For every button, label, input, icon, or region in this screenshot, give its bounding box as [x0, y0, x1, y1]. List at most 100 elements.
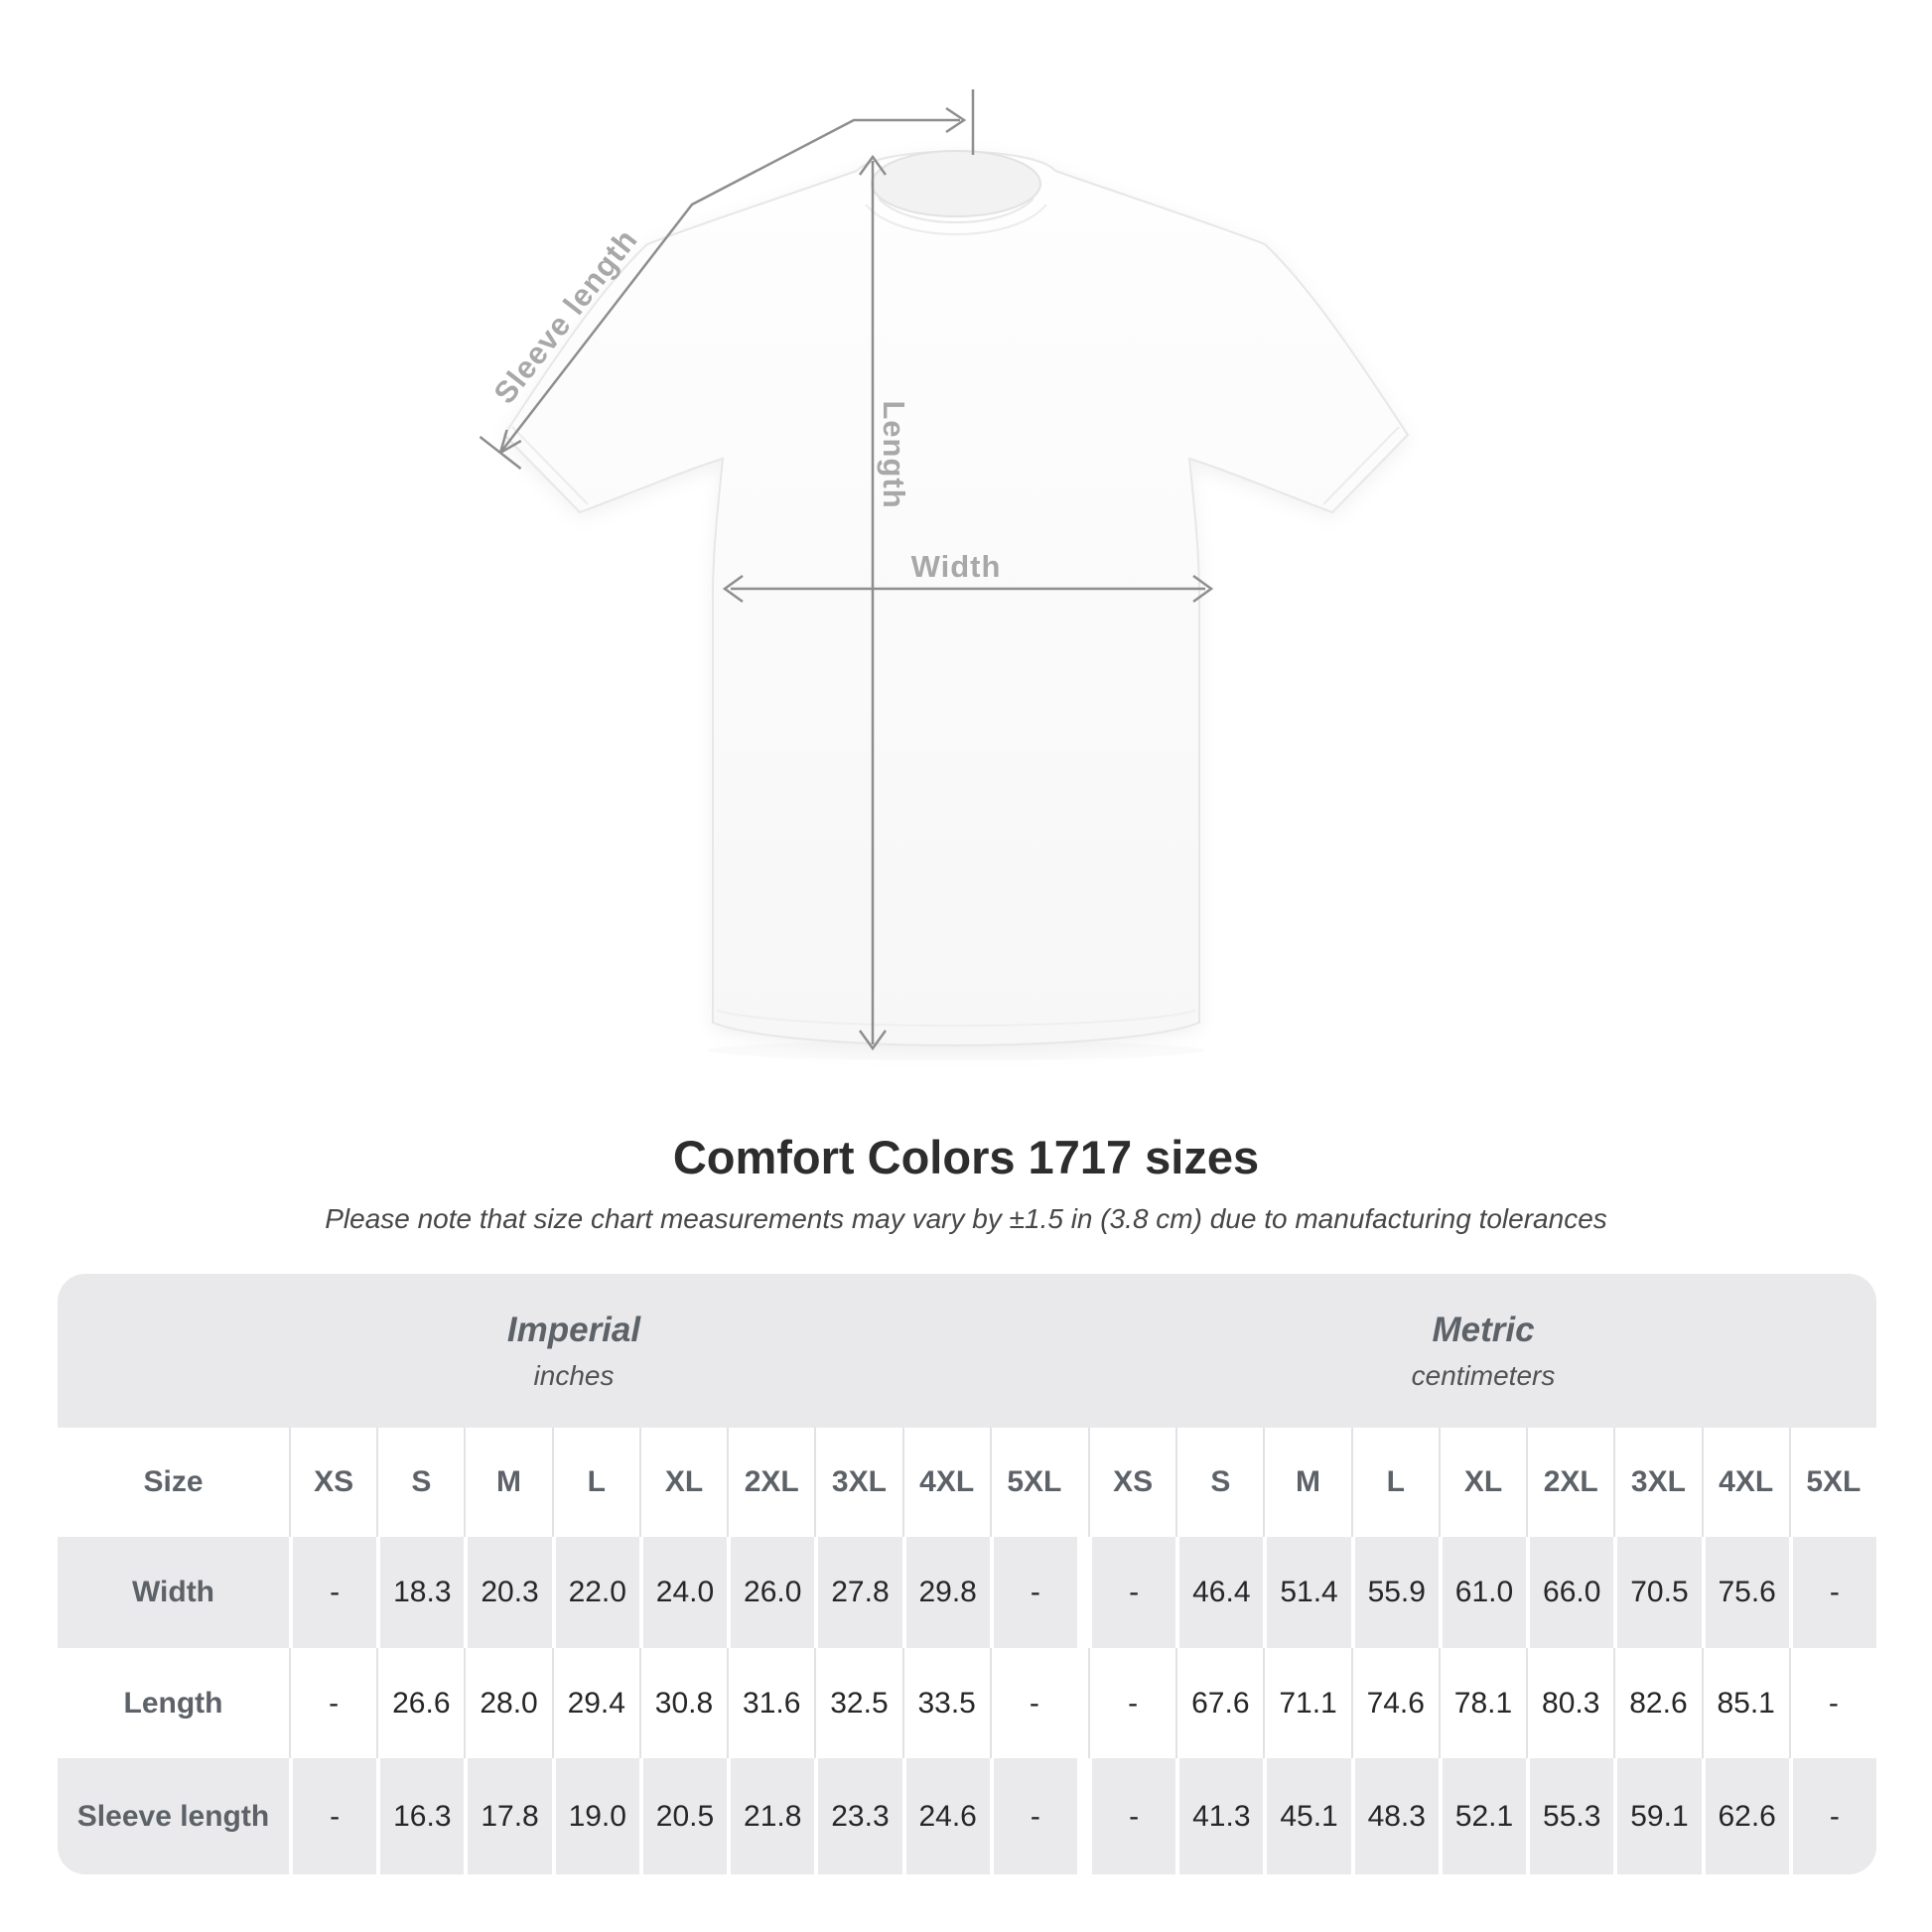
table-row-sleeve-length: Sleeve length -16.3 17.8 19.0 20.5 21.8 23.3 24…: [58, 1758, 1876, 1874]
size-header-metric-xl: XL: [1438, 1428, 1526, 1537]
size-header-metric-5xl: 5XL: [1788, 1428, 1876, 1537]
value-cell: 24.0: [638, 1537, 728, 1648]
unit-band: Imperial inches Metric centimeters: [58, 1274, 1876, 1428]
half-gap: [1077, 1428, 1088, 1537]
page-title: Comfort Colors 1717 sizes: [672, 1131, 1260, 1183]
width-arrowhead-right: [1192, 574, 1214, 604]
value-cell: 45.1: [1263, 1758, 1351, 1874]
imperial-unit: inches: [533, 1359, 615, 1391]
value-cell: 67.6: [1175, 1648, 1264, 1758]
tshirt-collar-rib: [878, 198, 1035, 223]
size-header-imperial-m: M: [464, 1428, 551, 1537]
tshirt-right-cuff-seam: [1322, 426, 1400, 505]
value-cell: 31.6: [727, 1648, 815, 1758]
value-cell: 21.8: [727, 1758, 815, 1874]
value-cell: -: [989, 1537, 1077, 1648]
value-cell: 85.1: [1701, 1648, 1789, 1758]
value-cell: 74.6: [1350, 1648, 1439, 1758]
value-cell: 24.6: [901, 1758, 990, 1874]
tshirt-illustration: [502, 150, 1410, 1047]
size-header-imperial-3xl: 3XL: [814, 1428, 901, 1537]
value-cell: -: [289, 1758, 377, 1874]
tshirt-left-cuff-seam: [511, 426, 589, 505]
sleeve-length-cuff-tick: [479, 436, 522, 470]
table-row-width: Width -18.3 20.3 22.0 24.0 26.0 27.8 29.8- -46.4…: [58, 1537, 1876, 1648]
value-cell: 18.3: [376, 1537, 465, 1648]
half-gap: [1076, 1758, 1088, 1874]
value-cell: -: [1788, 1648, 1876, 1758]
size-table: Imperial inches Metric centimeters Size …: [58, 1274, 1876, 1874]
value-cell: -: [1087, 1758, 1176, 1874]
value-cell: 16.3: [376, 1758, 465, 1874]
value-cell: 26.0: [727, 1537, 815, 1648]
table-row-length: Length -26.6 28.0 29.4 30.8 31.6 32.5 33.5- -67.…: [58, 1648, 1876, 1758]
value-cell: 26.6: [376, 1648, 465, 1758]
table-body: Width -18.3 20.3 22.0 24.0 26.0 27.8 29.8- -46.4…: [58, 1537, 1876, 1874]
half-gap: [1076, 1537, 1088, 1648]
sleeve-length-arrowhead-right: [945, 106, 967, 134]
value-cell: -: [989, 1648, 1077, 1758]
value-cell: -: [1788, 1537, 1876, 1648]
value-cell: 29.8: [901, 1537, 990, 1648]
size-header-imperial-4xl: 4XL: [901, 1428, 990, 1537]
width-arrowhead-left: [722, 574, 744, 604]
width-measure: Width: [722, 549, 1214, 604]
value-cell: 55.9: [1350, 1537, 1439, 1648]
value-cell: -: [1087, 1537, 1176, 1648]
length-label: Length: [877, 400, 911, 508]
value-cell: -: [989, 1758, 1077, 1874]
value-cell: -: [289, 1537, 377, 1648]
imperial-header: Imperial inches: [58, 1274, 1090, 1428]
imperial-title: Imperial: [506, 1310, 641, 1349]
value-cell: 19.0: [551, 1758, 639, 1874]
value-cell: 28.0: [464, 1648, 552, 1758]
row-label: Width: [58, 1537, 289, 1648]
value-cell: 33.5: [901, 1648, 990, 1758]
tshirt-outline: [502, 150, 1410, 1047]
tshirt-collar-stitch: [865, 204, 1047, 235]
size-header-metric-m: M: [1263, 1428, 1350, 1537]
value-cell: 46.4: [1175, 1537, 1264, 1648]
value-cell: 80.3: [1526, 1648, 1614, 1758]
value-cell: 59.1: [1613, 1758, 1702, 1874]
tolerance-note: Please note that size chart measurements…: [325, 1203, 1607, 1234]
value-cell: 27.8: [814, 1537, 902, 1648]
width-label: Width: [911, 549, 1002, 584]
metric-title: Metric: [1432, 1310, 1535, 1349]
value-cell: 48.3: [1350, 1758, 1439, 1874]
value-cell: 23.3: [814, 1758, 902, 1874]
value-cell: 78.1: [1438, 1648, 1527, 1758]
value-cell: 55.3: [1526, 1758, 1614, 1874]
size-header-imperial-5xl: 5XL: [989, 1428, 1077, 1537]
size-column-header: Size: [143, 1465, 204, 1498]
value-cell: 82.6: [1613, 1648, 1702, 1758]
sleeve-length-arrowhead-end: [498, 429, 522, 455]
size-header-imperial-l: L: [551, 1428, 639, 1537]
value-cell: 20.5: [638, 1758, 728, 1874]
value-cell: 71.1: [1263, 1648, 1351, 1758]
size-header-metric-xs: XS: [1087, 1428, 1175, 1537]
row-label: Length: [58, 1648, 289, 1758]
value-cell: -: [289, 1648, 377, 1758]
value-cell: 75.6: [1701, 1537, 1789, 1648]
value-cell: 22.0: [551, 1537, 639, 1648]
length-measure: Length: [858, 154, 911, 1051]
value-cell: 29.4: [551, 1648, 639, 1758]
value-cell: 20.3: [464, 1537, 552, 1648]
size-header-imperial-s: S: [376, 1428, 464, 1537]
tshirt-neck-opening: [871, 150, 1041, 217]
value-cell: -: [1087, 1648, 1176, 1758]
size-header-metric-s: S: [1175, 1428, 1263, 1537]
length-arrowhead-bottom: [858, 1030, 888, 1051]
sleeve-length-line: [499, 118, 960, 454]
value-cell: 66.0: [1526, 1537, 1614, 1648]
size-header-metric-l: L: [1350, 1428, 1439, 1537]
size-header-imperial-xl: XL: [638, 1428, 727, 1537]
value-cell: -: [1788, 1758, 1876, 1874]
size-header-imperial-2xl: 2XL: [727, 1428, 814, 1537]
value-cell: 30.8: [638, 1648, 728, 1758]
value-cell: 51.4: [1263, 1537, 1351, 1648]
value-cell: 70.5: [1613, 1537, 1702, 1648]
value-cell: 52.1: [1438, 1758, 1527, 1874]
value-cell: 61.0: [1438, 1537, 1527, 1648]
